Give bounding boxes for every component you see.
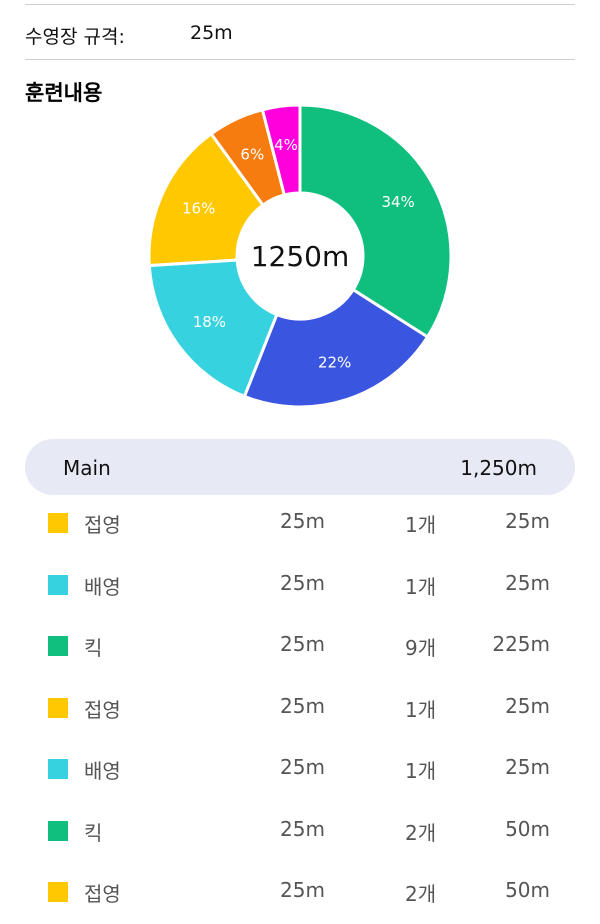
top-divider: [25, 4, 575, 5]
slice-percent-label: 16%: [182, 199, 215, 217]
donut-slice: [242, 287, 430, 408]
stroke-name: 배영: [84, 574, 121, 599]
stroke-name: 킥: [84, 820, 103, 845]
stroke-name: 접영: [84, 882, 121, 906]
training-row: 킥 25m 2개 50m: [0, 801, 600, 863]
stroke-color-swatch: [48, 820, 68, 841]
training-row: 접영 25m 2개 50m: [0, 862, 600, 924]
donut-slice: [298, 104, 452, 339]
repeat-count: 1개: [405, 697, 437, 722]
training-row: 접영 25m 1개 25m: [0, 493, 600, 555]
training-row: 배영 25m 1개 25m: [0, 739, 600, 801]
lap-distance: 25m: [280, 816, 325, 841]
repeat-count: 1개: [405, 513, 437, 537]
donut-slice: [260, 104, 302, 197]
stroke-color-swatch: [48, 759, 68, 779]
slice-percent-label: 22%: [318, 354, 351, 372]
stroke-color-swatch: [48, 636, 68, 656]
lap-distance: 25m: [280, 509, 325, 533]
stroke-name: 킥: [84, 636, 103, 660]
stroke-color-swatch: [48, 697, 68, 718]
stroke-color-swatch: [48, 513, 68, 533]
slice-percent-label: 34%: [381, 193, 414, 211]
stroke-name: 배영: [84, 759, 121, 783]
slice-percent-label: 4%: [274, 136, 298, 154]
set-summary: Main 1,250m: [25, 439, 575, 495]
slice-percent-label: 18%: [193, 313, 226, 331]
donut-slice: [148, 258, 279, 399]
stroke-name: 접영: [84, 697, 121, 722]
row-total: 25m: [505, 570, 550, 595]
training-list: 접영 25m 1개 25m 배영 25m 1개 25m 킥 25m 9개 225…: [0, 493, 600, 924]
row-total: 50m: [505, 878, 550, 902]
training-donut-chart: 34% 22% 18% 16% 6% 4% 1250m: [148, 104, 452, 408]
repeat-count: 1개: [405, 759, 437, 783]
row-total: 50m: [505, 816, 550, 841]
training-content-title: 훈련내용: [25, 81, 103, 105]
pool-divider: [25, 59, 575, 60]
row-total: 25m: [505, 755, 550, 779]
set-total-distance: 1,250m: [460, 456, 537, 480]
set-name: Main: [63, 456, 111, 480]
stroke-name: 접영: [84, 513, 121, 537]
repeat-count: 2개: [405, 882, 437, 906]
stroke-color-swatch: [48, 882, 68, 902]
row-total: 25m: [505, 509, 550, 533]
row-total: 25m: [505, 693, 550, 718]
stroke-color-swatch: [48, 574, 68, 595]
training-row: 배영 25m 1개 25m: [0, 555, 600, 617]
training-row: 킥 25m 9개 225m: [0, 616, 600, 678]
training-row: 접영 25m 1개 25m: [0, 678, 600, 740]
slice-percent-label: 6%: [240, 146, 264, 164]
lap-distance: 25m: [280, 878, 325, 902]
chart-center-total: 1250m: [251, 240, 350, 273]
pool-size-label: 수영장 규격:: [25, 26, 125, 48]
lap-distance: 25m: [280, 570, 325, 595]
repeat-count: 2개: [405, 820, 437, 845]
repeat-count: 9개: [405, 636, 437, 660]
pool-size-value: 25m: [190, 22, 233, 44]
lap-distance: 25m: [280, 632, 325, 656]
repeat-count: 1개: [405, 574, 437, 599]
row-total: 225m: [492, 632, 550, 656]
lap-distance: 25m: [280, 755, 325, 779]
lap-distance: 25m: [280, 693, 325, 718]
